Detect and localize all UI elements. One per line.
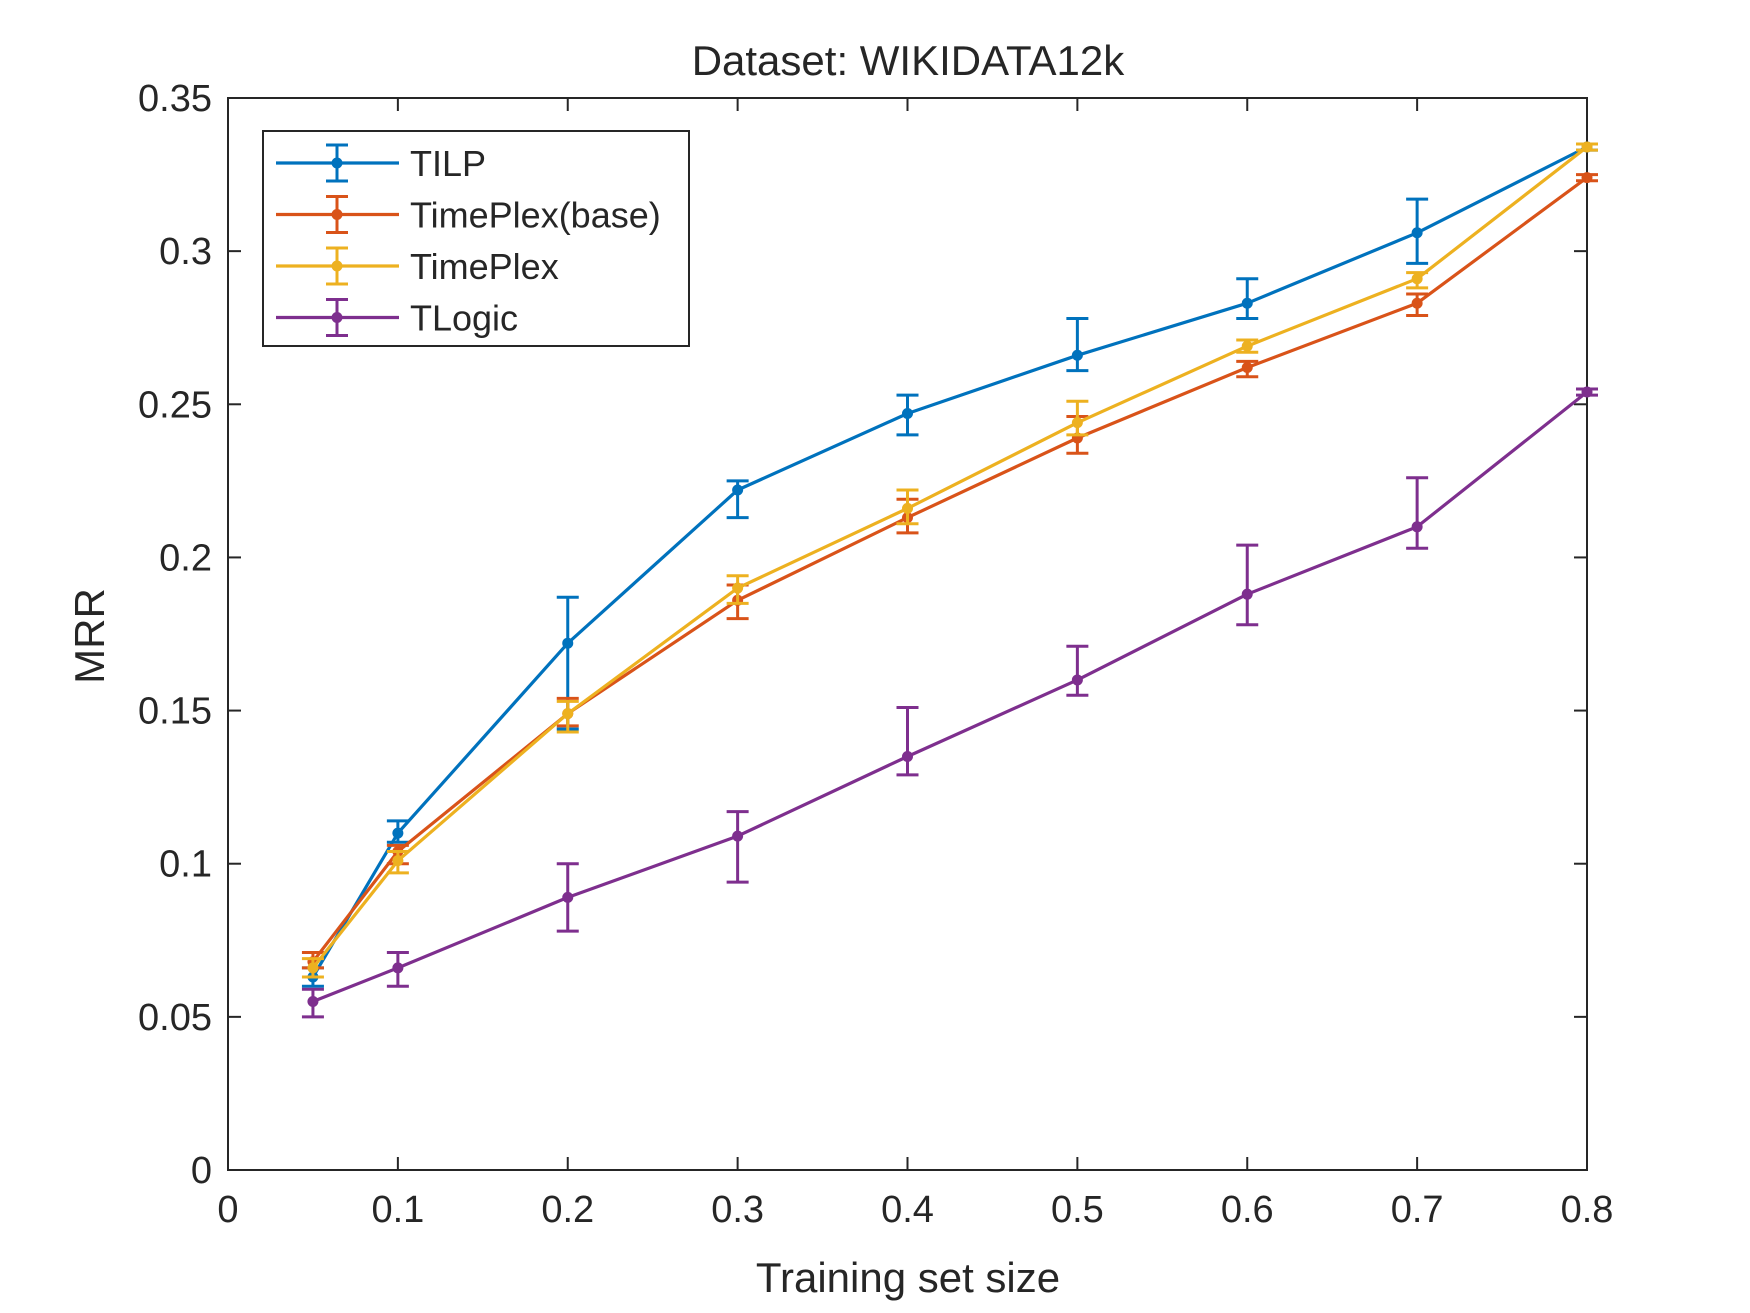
data-point <box>1411 227 1423 239</box>
data-point <box>732 484 744 496</box>
legend-marker <box>331 157 343 169</box>
chart-title: Dataset: WIKIDATA12k <box>692 37 1126 84</box>
data-point <box>732 582 744 594</box>
data-point <box>392 827 404 839</box>
data-point <box>392 962 404 974</box>
y-tick-label: 0.25 <box>138 384 212 426</box>
x-tick-label: 0.4 <box>881 1189 934 1231</box>
data-point <box>1241 297 1253 309</box>
data-point <box>1241 588 1253 600</box>
data-point <box>1071 674 1083 686</box>
y-tick-label: 0.3 <box>159 231 212 273</box>
legend-label: TLogic <box>410 298 518 339</box>
legend-marker <box>331 209 343 220</box>
data-point <box>562 637 574 649</box>
series-tilp <box>301 141 1598 988</box>
series-timeplex <box>301 141 1598 979</box>
legend-entry-tlogic: TLogic <box>276 298 518 339</box>
data-point <box>562 891 574 903</box>
x-tick-label: 0.3 <box>711 1189 764 1231</box>
legend-entry-tilp: TILP <box>276 143 486 184</box>
legend-marker <box>331 260 343 272</box>
data-point <box>1581 386 1593 398</box>
x-tick-label: 0.2 <box>541 1189 594 1231</box>
data-point <box>1071 349 1083 361</box>
legend-label: TimePlex <box>410 246 559 287</box>
data-point <box>562 708 574 720</box>
y-tick-label: 0.05 <box>138 997 212 1039</box>
x-tick-label: 0.8 <box>1561 1189 1614 1231</box>
legend: TILP TimePlex(base) TimePlex TLogic <box>262 130 690 347</box>
data-point <box>1581 141 1593 153</box>
data-point <box>902 502 913 514</box>
legend-marker <box>331 312 343 323</box>
y-tick-label: 0.15 <box>138 691 212 733</box>
data-point <box>902 751 913 763</box>
plot-series <box>301 141 1598 1019</box>
data-point <box>902 407 913 419</box>
series-tlogic <box>301 386 1598 1019</box>
data-point <box>1071 417 1083 429</box>
data-point <box>1241 362 1253 374</box>
x-tick-label: 0.1 <box>371 1189 424 1231</box>
data-point <box>307 996 319 1008</box>
y-tick-label: 0.2 <box>159 537 212 579</box>
y-tick-label: 0 <box>191 1150 212 1192</box>
y-tick-label: 0.35 <box>138 78 212 120</box>
legend-label: TimePlex(base) <box>410 195 661 236</box>
legend-entry-timeplex: TimePlex <box>276 246 559 287</box>
data-point <box>1241 340 1253 352</box>
data-point <box>1411 521 1423 533</box>
data-point <box>1581 172 1593 184</box>
y-axis-title: MRR <box>66 588 113 684</box>
data-point <box>392 855 404 867</box>
x-tick-label: 0.5 <box>1051 1189 1104 1231</box>
legend-entry-timeplex-base: TimePlex(base) <box>276 195 661 236</box>
data-point <box>1411 297 1423 309</box>
data-point <box>1411 273 1423 285</box>
y-tick-label: 0.1 <box>159 844 212 886</box>
legend-label: TILP <box>410 143 486 184</box>
x-tick-label: 0 <box>217 1189 238 1231</box>
x-tick-label: 0.6 <box>1221 1189 1274 1231</box>
x-axis-title: Training set size <box>756 1254 1060 1301</box>
x-tick-label: 0.7 <box>1391 1189 1444 1231</box>
data-point <box>732 830 744 842</box>
data-point <box>307 962 319 974</box>
